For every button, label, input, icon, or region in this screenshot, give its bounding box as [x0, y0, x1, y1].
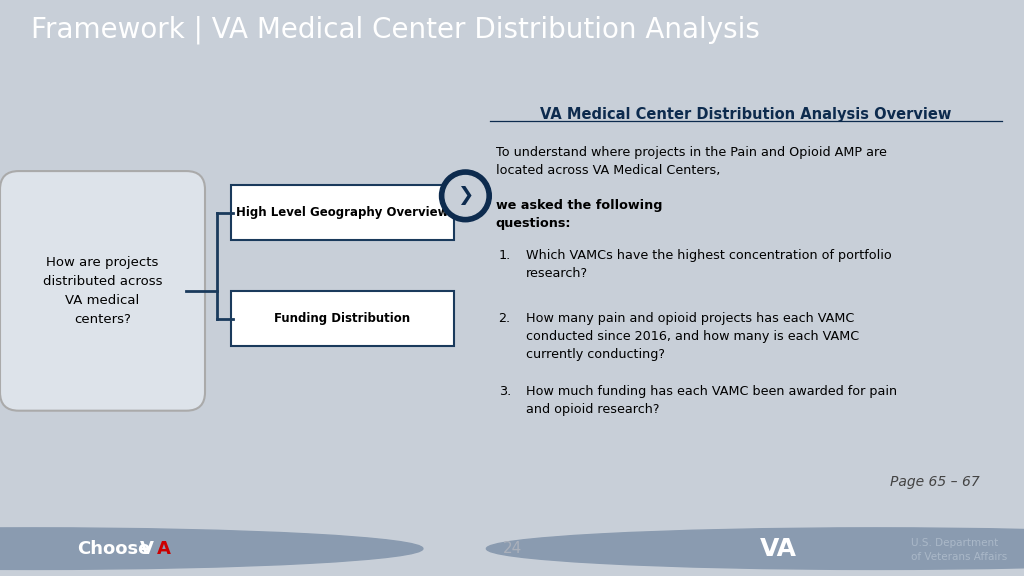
Text: To understand where projects in the Pain and Opioid AMP are
located across VA Me: To understand where projects in the Pain…: [496, 146, 887, 177]
Circle shape: [445, 176, 485, 216]
Text: 2.: 2.: [499, 312, 511, 325]
Text: Which VAMCs have the highest concentration of portfolio
research?: Which VAMCs have the highest concentrati…: [526, 249, 892, 281]
Circle shape: [0, 528, 423, 570]
Text: ❯: ❯: [458, 187, 473, 205]
Text: Page 65 – 67: Page 65 – 67: [890, 475, 980, 489]
Text: U.S. Department: U.S. Department: [911, 538, 998, 548]
Text: 24: 24: [503, 541, 521, 556]
Text: How are projects
distributed across
VA medical
centers?: How are projects distributed across VA m…: [43, 256, 162, 326]
Text: Choose: Choose: [77, 540, 151, 558]
Text: 1.: 1.: [499, 249, 511, 263]
Circle shape: [486, 528, 1024, 570]
Text: How much funding has each VAMC been awarded for pain
and opioid research?: How much funding has each VAMC been awar…: [526, 385, 897, 416]
Text: VA: VA: [760, 537, 797, 560]
Circle shape: [439, 170, 492, 222]
Text: High Level Geography Overview: High Level Geography Overview: [237, 206, 449, 219]
Text: How many pain and opioid projects has each VAMC
conducted since 2016, and how ma: How many pain and opioid projects has ea…: [526, 312, 859, 361]
Text: Funding Distribution: Funding Distribution: [274, 312, 411, 325]
FancyBboxPatch shape: [230, 185, 455, 240]
Text: VA Medical Center Distribution Analysis Overview: VA Medical Center Distribution Analysis …: [541, 107, 951, 122]
Text: 3.: 3.: [499, 385, 511, 399]
Text: V: V: [140, 540, 155, 558]
Text: of Veterans Affairs: of Veterans Affairs: [911, 552, 1008, 562]
Text: A: A: [157, 540, 171, 558]
Text: Framework | VA Medical Center Distribution Analysis: Framework | VA Medical Center Distributi…: [31, 16, 760, 44]
FancyBboxPatch shape: [0, 171, 205, 411]
FancyBboxPatch shape: [230, 291, 455, 346]
Text: we asked the following
questions:: we asked the following questions:: [496, 199, 663, 230]
